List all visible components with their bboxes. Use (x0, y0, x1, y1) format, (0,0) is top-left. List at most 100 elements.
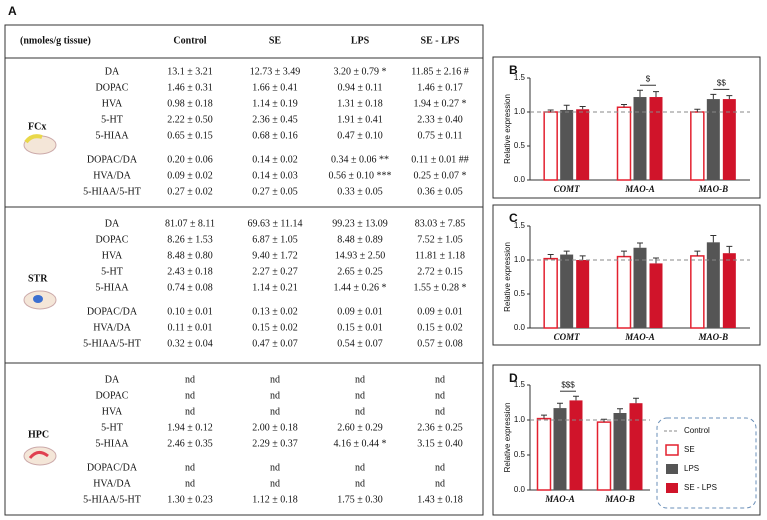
table-cell: 13.1 ± 3.21 (167, 66, 213, 77)
x-tick-label: MAO-A (624, 332, 655, 342)
table-cell: 2.33 ± 0.40 (417, 114, 463, 125)
error-bar (710, 235, 717, 243)
table-cell: 0.32 ± 0.04 (167, 338, 213, 349)
region-label: FCx (28, 121, 46, 132)
y-tick-label: 0.5 (514, 450, 526, 459)
error-bar (710, 93, 717, 100)
table-cell: 2.60 ± 0.29 (337, 422, 383, 433)
error-bar (547, 109, 554, 112)
table-cell: nd (435, 406, 445, 417)
table-cell: 4.16 ± 0.44 * (334, 438, 387, 449)
table-cell: 7.52 ± 1.05 (417, 234, 463, 245)
y-tick-label: 0.0 (514, 323, 526, 332)
row-label: 5-HIAA (95, 282, 129, 293)
table-cell: 1.94 ± 0.12 (167, 422, 213, 433)
legend-label: SE - LPS (684, 483, 717, 492)
y-tick-label: 1.5 (514, 221, 526, 230)
error-bar (579, 106, 586, 110)
annotation: $$$ (561, 380, 575, 389)
error-bar (557, 402, 563, 409)
table-cell: 81.07 ± 8.11 (165, 218, 215, 229)
annotation: $ (646, 74, 651, 83)
error-bar (726, 95, 733, 100)
row-label: 5-HIAA (95, 130, 129, 141)
table-cell: 0.27 ± 0.02 (167, 186, 213, 197)
row-label: HVA/DA (93, 478, 131, 489)
table-cell: 0.20 ± 0.06 (167, 154, 213, 165)
table-cell: 9.40 ± 1.72 (252, 250, 298, 261)
error-bar (573, 395, 579, 401)
bar (576, 260, 590, 328)
y-tick-label: 0.5 (514, 289, 526, 298)
table-cell: nd (355, 374, 365, 385)
row-label: DOPAC (96, 390, 129, 401)
table-cell: 2.29 ± 0.37 (252, 438, 298, 449)
error-bar (563, 104, 570, 110)
error-bar (547, 254, 554, 259)
column-header: Control (173, 35, 206, 46)
table-cell: 1.94 ± 0.27 * (414, 98, 467, 109)
region-label: STR (28, 273, 48, 284)
error-bar (579, 255, 586, 260)
table-cell: 0.94 ± 0.11 (337, 82, 382, 93)
legend-label: SE (684, 445, 695, 454)
legend-label: Control (684, 426, 710, 435)
y-axis-label: Relative expression (503, 94, 512, 164)
row-label: DA (105, 218, 120, 229)
legend-frame (656, 417, 757, 509)
bar (553, 408, 567, 490)
bar (633, 97, 647, 180)
row-label: DOPAC/DA (87, 306, 138, 317)
y-tick-label: 1.0 (514, 107, 526, 116)
table-cell: nd (185, 478, 195, 489)
y-tick-label: 1.5 (514, 380, 526, 389)
table-cell: 0.13 ± 0.02 (252, 306, 298, 317)
table-cell: nd (185, 406, 195, 417)
table-cell: 11.81 ± 1.18 (415, 250, 465, 261)
panel-frame (492, 56, 761, 199)
table-cell: 2.00 ± 0.18 (252, 422, 298, 433)
table-cell: 0.33 ± 0.05 (337, 186, 383, 197)
panel-frame (492, 204, 761, 346)
legend-swatch (666, 483, 678, 493)
x-tick-label: COMT (554, 332, 581, 342)
table-cell: 2.46 ± 0.35 (167, 438, 213, 449)
error-bar (621, 104, 627, 108)
brain-icon (23, 290, 57, 310)
table-cell: 8.26 ± 1.53 (167, 234, 213, 245)
row-label: DOPAC/DA (87, 154, 138, 165)
y-axis-label: Relative expression (503, 403, 512, 473)
bar (706, 99, 720, 180)
error-bar (633, 397, 639, 404)
table-cell: nd (270, 390, 280, 401)
error-bar (637, 242, 643, 248)
table-cell: 0.56 ± 0.10 *** (329, 170, 392, 181)
table-cell: 0.15 ± 0.02 (417, 322, 463, 333)
table-cell: 3.15 ± 0.40 (417, 438, 463, 449)
table-cell: 14.93 ± 2.50 (335, 250, 386, 261)
row-label: 5-HIAA/5-HT (83, 186, 141, 197)
x-tick-label: MAO-A (544, 494, 575, 504)
row-label: HVA/DA (93, 322, 131, 333)
x-tick-label: MAO-B (604, 494, 635, 504)
table-cell: 0.54 ± 0.07 (337, 338, 383, 349)
table-cell: nd (435, 462, 445, 473)
bar (722, 253, 736, 328)
table-cell: 1.44 ± 0.26 * (334, 282, 387, 293)
table-cell: 0.36 ± 0.05 (417, 186, 463, 197)
column-header: SE - LPS (421, 35, 460, 46)
x-tick-label: MAO-B (698, 184, 729, 194)
table-cell: 0.14 ± 0.02 (252, 154, 298, 165)
table-cell: nd (435, 374, 445, 385)
table-cell: 6.87 ± 1.05 (252, 234, 298, 245)
x-tick-label: MAO-A (624, 184, 655, 194)
y-tick-label: 1.0 (514, 415, 526, 424)
table-cell: 0.25 ± 0.07 * (414, 170, 467, 181)
table-cell: 83.03 ± 7.85 (415, 218, 466, 229)
y-tick-label: 0.5 (514, 141, 526, 150)
table-cell: 1.55 ± 0.28 * (414, 282, 467, 293)
table-frame (4, 24, 484, 516)
bar (543, 111, 558, 181)
table-cell: 1.75 ± 0.30 (337, 494, 383, 505)
y-tick-label: 1.0 (514, 255, 526, 264)
